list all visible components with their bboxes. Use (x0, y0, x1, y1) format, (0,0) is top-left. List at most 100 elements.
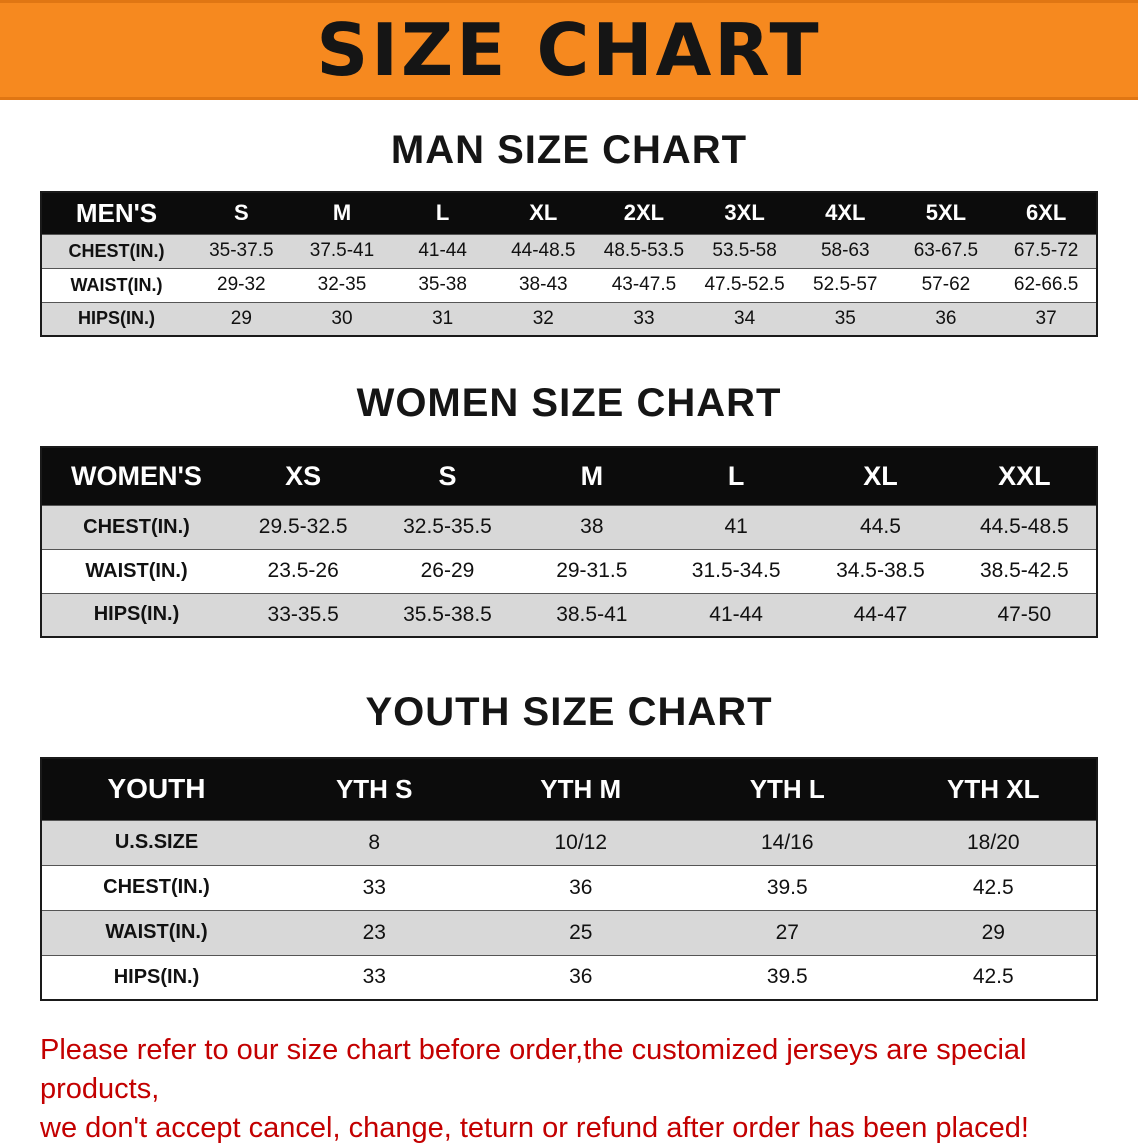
disclaimer-line-1: Please refer to our size chart before or… (40, 1034, 1027, 1106)
header-cell: MEN'S (41, 191, 191, 235)
header-cell: XS (231, 446, 376, 506)
youth-size-table: YOUTH YTH S YTH M YTH L YTH XL U.S.SIZE … (40, 757, 1098, 1001)
size-cell: 32.5-35.5 (375, 504, 520, 550)
header-cell: 4XL (794, 191, 896, 235)
header-cell: YTH M (477, 757, 684, 821)
header-cell: M (291, 191, 393, 235)
header-cell: WOMEN'S (41, 446, 231, 506)
header-cell: XXL (952, 446, 1097, 506)
size-cell: 44-47 (808, 592, 953, 638)
header-cell: YTH XL (890, 757, 1097, 821)
row-label: HIPS(IN.) (41, 592, 231, 638)
size-cell: 30 (291, 301, 393, 337)
header-cell: YTH L (684, 757, 891, 821)
header-cell: XL (808, 446, 953, 506)
size-cell: 36 (477, 954, 684, 1001)
header-cell: 3XL (694, 191, 795, 235)
size-cell: 25 (477, 909, 684, 956)
table-row: U.S.SIZE 8 10/12 14/16 18/20 (41, 819, 1097, 866)
size-cell: 41-44 (663, 592, 809, 638)
table-row: HIPS(IN.) 29 30 31 32 33 34 35 36 37 (41, 301, 1097, 337)
header-cell: 5XL (895, 191, 997, 235)
size-cell: 35 (794, 301, 896, 337)
size-cell: 38-43 (492, 267, 594, 303)
size-cell: 57-62 (895, 267, 997, 303)
size-cell: 63-67.5 (895, 233, 997, 269)
size-cell: 27 (684, 909, 891, 956)
table-row: WAIST(IN.) 29-32 32-35 35-38 38-43 43-47… (41, 267, 1097, 303)
size-cell: 42.5 (890, 864, 1097, 911)
size-cell: 37 (996, 301, 1097, 337)
row-label: CHEST(IN.) (41, 233, 191, 269)
header-cell: YOUTH (41, 757, 271, 821)
table-row: CHEST(IN.) 35-37.5 37.5-41 41-44 44-48.5… (41, 233, 1097, 269)
size-cell: 29-32 (191, 267, 292, 303)
header-cell: 6XL (996, 191, 1097, 235)
size-cell: 31.5-34.5 (663, 548, 809, 594)
size-cell: 32-35 (291, 267, 393, 303)
size-cell: 32 (492, 301, 594, 337)
row-label: HIPS(IN.) (41, 954, 271, 1001)
size-cell: 47.5-52.5 (694, 267, 795, 303)
size-cell: 29-31.5 (519, 548, 664, 594)
size-cell: 29.5-32.5 (231, 504, 376, 550)
women-table-header-row: WOMEN'S XS S M L XL XXL (41, 446, 1097, 506)
size-cell: 38 (519, 504, 664, 550)
header-cell: L (392, 191, 493, 235)
header-cell: YTH S (271, 757, 478, 821)
size-cell: 33-35.5 (231, 592, 376, 638)
header-cell: M (519, 446, 664, 506)
size-cell: 38.5-42.5 (952, 548, 1097, 594)
header-cell: 2XL (593, 191, 695, 235)
size-cell: 33 (271, 864, 478, 911)
size-cell: 29 (890, 909, 1097, 956)
table-row: HIPS(IN.) 33-35.5 35.5-38.5 38.5-41 41-4… (41, 592, 1097, 638)
size-cell: 48.5-53.5 (593, 233, 695, 269)
men-section-heading: MAN SIZE CHART (390, 128, 748, 172)
size-cell: 8 (271, 819, 478, 866)
size-cell: 31 (392, 301, 493, 337)
row-label: WAIST(IN.) (41, 909, 271, 956)
size-cell: 42.5 (890, 954, 1097, 1001)
men-size-table: MEN'S S M L XL 2XL 3XL 4XL 5XL 6XL CHEST… (40, 191, 1098, 337)
size-cell: 36 (477, 864, 684, 911)
size-cell: 34.5-38.5 (808, 548, 953, 594)
women-size-table: WOMEN'S XS S M L XL XXL CHEST(IN.) 29.5-… (40, 446, 1098, 638)
row-label: CHEST(IN.) (41, 864, 271, 911)
size-cell: 35-37.5 (191, 233, 292, 269)
table-row: HIPS(IN.) 33 36 39.5 42.5 (41, 954, 1097, 1001)
size-cell: 44.5 (808, 504, 953, 550)
size-cell: 39.5 (684, 954, 891, 1001)
size-cell: 53.5-58 (694, 233, 795, 269)
size-cell: 39.5 (684, 864, 891, 911)
size-cell: 36 (895, 301, 997, 337)
size-cell: 41-44 (392, 233, 493, 269)
size-cell: 52.5-57 (794, 267, 896, 303)
size-cell: 26-29 (375, 548, 520, 594)
row-label: WAIST(IN.) (41, 267, 191, 303)
size-cell: 29 (191, 301, 292, 337)
table-row: WAIST(IN.) 23.5-26 26-29 29-31.5 31.5-34… (41, 548, 1097, 594)
banner-title: SIZE CHART (316, 8, 822, 92)
size-cell: 38.5-41 (519, 592, 664, 638)
header-cell: XL (492, 191, 594, 235)
size-cell: 37.5-41 (291, 233, 393, 269)
size-cell: 14/16 (684, 819, 891, 866)
size-cell: 23.5-26 (231, 548, 376, 594)
table-row: CHEST(IN.) 33 36 39.5 42.5 (41, 864, 1097, 911)
table-row: CHEST(IN.) 29.5-32.5 32.5-35.5 38 41 44.… (41, 504, 1097, 550)
size-cell: 23 (271, 909, 478, 956)
header-cell: S (375, 446, 520, 506)
size-cell: 35.5-38.5 (375, 592, 520, 638)
size-cell: 67.5-72 (996, 233, 1097, 269)
disclaimer-note: Please refer to our size chart before or… (40, 1031, 1138, 1148)
size-cell: 35-38 (392, 267, 493, 303)
size-cell: 33 (593, 301, 695, 337)
row-label: U.S.SIZE (41, 819, 271, 866)
youth-section-heading: YOUTH SIZE CHART (365, 690, 773, 734)
size-cell: 47-50 (952, 592, 1097, 638)
row-label: WAIST(IN.) (41, 548, 231, 594)
size-cell: 44-48.5 (492, 233, 594, 269)
header-cell: S (191, 191, 292, 235)
row-label: CHEST(IN.) (41, 504, 231, 550)
